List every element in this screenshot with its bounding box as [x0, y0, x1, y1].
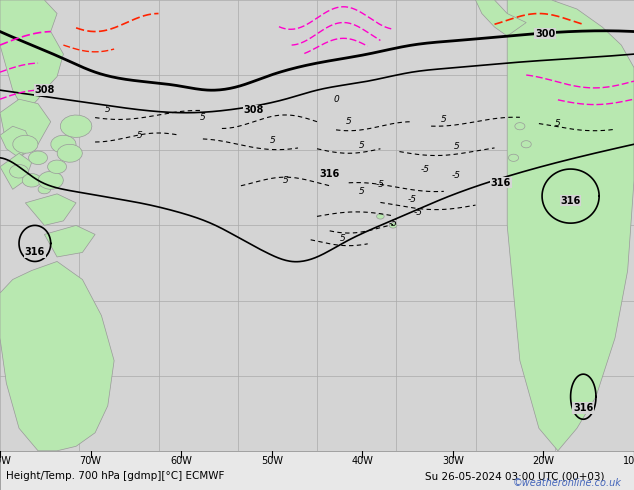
- Text: 5: 5: [346, 117, 352, 126]
- Polygon shape: [10, 165, 29, 178]
- Polygon shape: [507, 0, 634, 451]
- Polygon shape: [29, 151, 48, 165]
- Text: 5: 5: [282, 176, 288, 185]
- Text: 316: 316: [25, 247, 45, 257]
- Text: 5: 5: [269, 136, 276, 145]
- Text: -5: -5: [376, 180, 385, 189]
- Polygon shape: [25, 194, 76, 225]
- Polygon shape: [0, 153, 32, 189]
- Text: 300: 300: [535, 29, 555, 39]
- Polygon shape: [377, 214, 384, 219]
- Text: ©weatheronline.co.uk: ©weatheronline.co.uk: [512, 478, 621, 488]
- FancyBboxPatch shape: [0, 451, 634, 490]
- Polygon shape: [0, 262, 114, 451]
- Polygon shape: [57, 144, 82, 162]
- Polygon shape: [0, 99, 51, 158]
- Text: 40W: 40W: [351, 456, 373, 466]
- Polygon shape: [44, 225, 95, 257]
- Polygon shape: [13, 135, 38, 153]
- Text: 5: 5: [339, 234, 346, 244]
- Polygon shape: [515, 122, 525, 130]
- Polygon shape: [389, 222, 397, 228]
- Polygon shape: [0, 0, 63, 113]
- Polygon shape: [51, 135, 76, 153]
- Text: 5: 5: [555, 119, 561, 128]
- Text: 5: 5: [358, 187, 365, 196]
- Text: 316: 316: [320, 169, 340, 178]
- Text: Height/Temp. 700 hPa [gdmp][°C] ECMWF: Height/Temp. 700 hPa [gdmp][°C] ECMWF: [6, 471, 224, 481]
- Text: 5: 5: [200, 113, 206, 122]
- Polygon shape: [38, 185, 51, 194]
- Text: 0: 0: [333, 95, 339, 104]
- Text: -5: -5: [408, 195, 417, 204]
- Polygon shape: [476, 0, 526, 36]
- Polygon shape: [0, 126, 32, 158]
- Text: 50W: 50W: [261, 456, 283, 466]
- Polygon shape: [521, 141, 531, 148]
- Text: -5: -5: [389, 219, 398, 228]
- Text: -5: -5: [452, 172, 461, 180]
- Text: 70W: 70W: [80, 456, 101, 466]
- Text: 308: 308: [34, 85, 55, 95]
- Polygon shape: [508, 154, 519, 161]
- Text: 5: 5: [441, 115, 447, 124]
- Text: 30W: 30W: [442, 456, 464, 466]
- Polygon shape: [22, 173, 41, 187]
- Text: 20W: 20W: [533, 456, 554, 466]
- Polygon shape: [38, 172, 63, 189]
- Polygon shape: [48, 160, 67, 173]
- Text: 80W: 80W: [0, 456, 11, 466]
- Text: 5: 5: [136, 131, 143, 140]
- Text: 60W: 60W: [170, 456, 192, 466]
- Text: -5: -5: [414, 208, 423, 217]
- Text: 5: 5: [358, 141, 365, 149]
- Text: 10W: 10W: [623, 456, 634, 466]
- Text: -5: -5: [420, 165, 429, 173]
- Text: 308: 308: [243, 105, 264, 116]
- Text: 316: 316: [560, 196, 581, 206]
- Text: 5: 5: [105, 105, 111, 114]
- Text: 5: 5: [453, 142, 460, 151]
- Text: 316: 316: [573, 403, 593, 413]
- Text: 316: 316: [491, 177, 511, 188]
- Polygon shape: [60, 115, 92, 138]
- Text: Su 26-05-2024 03:00 UTC (00+03): Su 26-05-2024 03:00 UTC (00+03): [425, 471, 604, 481]
